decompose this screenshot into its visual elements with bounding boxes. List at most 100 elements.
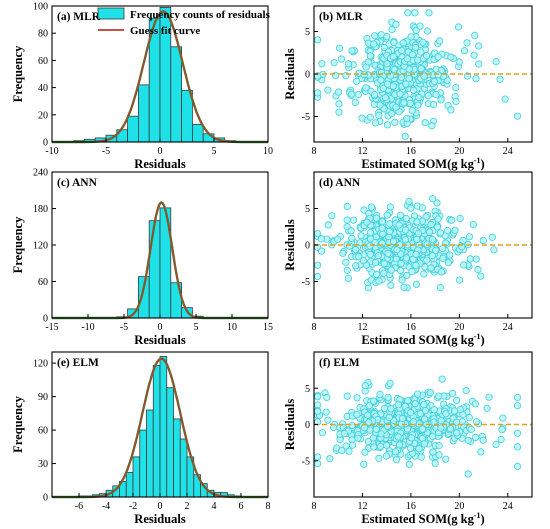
scatter-point	[499, 414, 507, 422]
scatter-point	[322, 408, 330, 416]
scatter-point	[348, 90, 356, 98]
panel-title: (d) ANN	[319, 177, 361, 189]
scatter-point	[384, 249, 392, 258]
y-tick-label: 60	[38, 56, 48, 67]
scatter-point	[398, 276, 406, 284]
scatter-point	[399, 39, 407, 47]
scatter-point	[363, 218, 371, 226]
scatter-point	[406, 408, 415, 417]
scatter-point	[366, 52, 374, 60]
scatter-point	[513, 443, 522, 451]
scatter-point	[345, 242, 354, 250]
scatter-point	[398, 414, 406, 423]
scatter-point	[496, 75, 504, 83]
panel-title: (f) ELM	[319, 357, 360, 369]
scatter-point	[452, 84, 460, 92]
scatter-point	[382, 452, 390, 460]
scatter-point	[401, 132, 409, 140]
scatter-panel: 8 12 16 20 24 -5 0 5 Estimated SOM(g kg-1) Residu…	[283, 171, 533, 347]
scatter-point	[313, 261, 322, 269]
scatter-point	[428, 122, 436, 130]
scatter-point	[330, 59, 338, 67]
scatter-point	[376, 390, 384, 398]
scatter-point	[374, 252, 382, 260]
scatter-point	[313, 393, 322, 401]
scatter-point	[453, 396, 461, 404]
scatter-point	[342, 258, 350, 266]
x-tick-label: 16	[406, 146, 416, 157]
y-tick-label: 0	[305, 241, 310, 252]
scatter-point	[428, 235, 436, 243]
scatter-point	[326, 455, 334, 463]
scatter-point	[394, 401, 402, 409]
scatter-point	[383, 121, 392, 129]
scatter-point	[443, 226, 452, 235]
scatter-point	[437, 268, 445, 276]
scatter-point	[435, 441, 443, 450]
scatter-point	[366, 250, 374, 258]
x-tick-label: 8	[312, 501, 317, 512]
scatter-point	[410, 86, 418, 94]
x-axis-label: Estimated SOM(g kg-1)	[361, 332, 484, 347]
scatter-point	[400, 283, 408, 291]
scatter-point	[371, 258, 379, 267]
histogram-bar	[146, 409, 154, 498]
x-tick-label: 8	[312, 322, 317, 333]
scatter-point	[429, 448, 437, 456]
scatter-points	[313, 9, 522, 140]
scatter-point	[432, 246, 440, 254]
x-tick-label: 6	[239, 501, 244, 512]
scatter-point	[464, 470, 472, 478]
scatter-point	[459, 261, 468, 269]
scatter-point	[492, 440, 500, 449]
scatter-point	[392, 103, 400, 111]
scatter-point	[352, 77, 361, 85]
scatter-point	[403, 114, 411, 123]
y-axis-label: Residuals	[283, 48, 297, 100]
x-tick-label: 0	[158, 322, 163, 333]
scatter-point	[411, 9, 419, 17]
scatter-point	[407, 33, 415, 41]
x-tick-label: 10	[263, 146, 273, 157]
scatter-point	[442, 410, 450, 418]
histogram-bar	[159, 356, 168, 498]
scatter-point	[343, 266, 351, 274]
scatter-point	[360, 460, 368, 468]
scatter-point	[411, 43, 419, 52]
scatter-point	[424, 92, 432, 100]
scatter-point	[408, 267, 416, 276]
panel-title: (c) ANN	[57, 177, 98, 189]
x-tick-label: -5	[102, 146, 110, 157]
scatter-point	[395, 221, 403, 229]
scatter-point	[513, 112, 522, 120]
scatter-points	[313, 195, 498, 292]
scatter-point	[389, 237, 397, 245]
scatter-point	[413, 218, 421, 226]
y-axis-label: Residuals	[283, 399, 297, 451]
x-tick-label: -2	[129, 501, 137, 512]
scatter-point	[387, 281, 395, 289]
panel-title: (b) MLR	[319, 11, 363, 23]
x-tick-label: 8	[312, 146, 317, 157]
scatter-point	[354, 434, 362, 442]
scatter-point	[429, 100, 438, 109]
x-tick-label: 10	[227, 322, 237, 333]
y-tick-label: 5	[305, 384, 310, 395]
scatter-point	[371, 119, 380, 127]
scatter-point	[436, 229, 444, 237]
y-tick-label: 20	[38, 110, 48, 121]
scatter-point	[415, 445, 423, 453]
scatter-point	[425, 228, 434, 236]
histogram-bar	[191, 123, 204, 143]
scatter-point	[313, 459, 322, 468]
scatter-point	[323, 393, 331, 402]
histogram-bar	[173, 418, 181, 498]
scatter-point	[313, 407, 322, 415]
scatter-point	[465, 413, 473, 422]
scatter-point	[405, 197, 413, 205]
scatter-point	[408, 50, 417, 59]
scatter-point	[469, 221, 477, 229]
scatter-point	[401, 226, 410, 234]
scatter-point	[318, 60, 326, 68]
